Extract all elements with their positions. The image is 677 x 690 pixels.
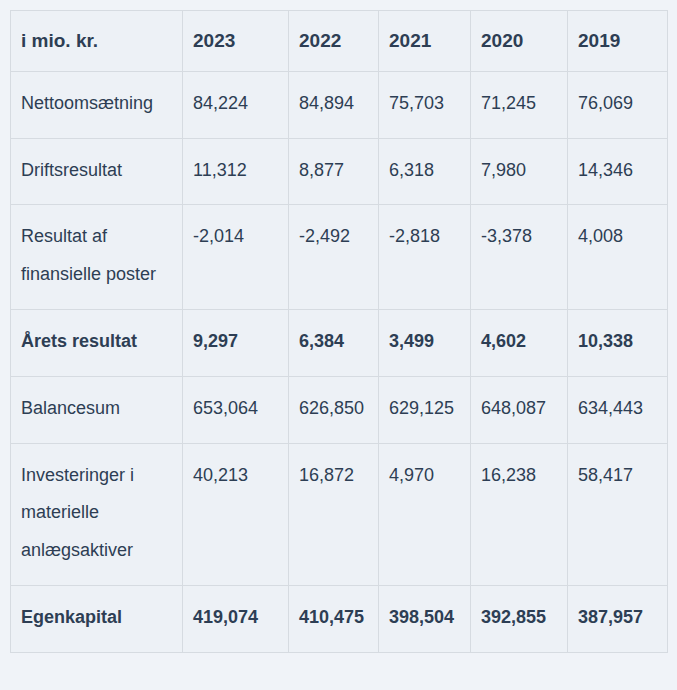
value-cell: 392,855 (471, 586, 568, 653)
table-row: Driftsresultat11,3128,8776,3187,98014,34… (11, 138, 668, 205)
value-cell: -3,378 (471, 205, 568, 310)
value-cell: 75,703 (379, 71, 471, 138)
value-cell: 6,318 (379, 138, 471, 205)
value-cell: 648,087 (471, 376, 568, 443)
row-label: Resultat af finansielle poster (11, 205, 183, 310)
row-label: Balancesum (11, 376, 183, 443)
column-header-year: 2021 (379, 11, 471, 72)
value-cell: -2,492 (289, 205, 379, 310)
value-cell: 387,957 (568, 586, 668, 653)
value-cell: 16,872 (289, 443, 379, 585)
value-cell: 629,125 (379, 376, 471, 443)
value-cell: 653,064 (183, 376, 289, 443)
value-cell: 76,069 (568, 71, 668, 138)
value-cell: -2,818 (379, 205, 471, 310)
value-cell: 9,297 (183, 310, 289, 377)
table-row: Årets resultat9,2976,3843,4994,60210,338 (11, 310, 668, 377)
value-cell: -2,014 (183, 205, 289, 310)
column-header-year: 2023 (183, 11, 289, 72)
value-cell: 6,384 (289, 310, 379, 377)
table-row: Nettoomsætning84,22484,89475,70371,24576… (11, 71, 668, 138)
value-cell: 16,238 (471, 443, 568, 585)
value-cell: 3,499 (379, 310, 471, 377)
table-row: Resultat af finansielle poster-2,014-2,4… (11, 205, 668, 310)
value-cell: 634,443 (568, 376, 668, 443)
column-header-year: 2019 (568, 11, 668, 72)
value-cell: 8,877 (289, 138, 379, 205)
value-cell: 14,346 (568, 138, 668, 205)
value-cell: 398,504 (379, 586, 471, 653)
value-cell: 84,894 (289, 71, 379, 138)
value-cell: 4,602 (471, 310, 568, 377)
value-cell: 40,213 (183, 443, 289, 585)
table-row: Investeringer i materielle anlægsaktiver… (11, 443, 668, 585)
value-cell: 84,224 (183, 71, 289, 138)
page: i mio. kr. 20232022202120202019 Nettooms… (0, 0, 677, 690)
header-row: i mio. kr. 20232022202120202019 (11, 11, 668, 72)
row-label: Driftsresultat (11, 138, 183, 205)
row-label: Årets resultat (11, 310, 183, 377)
value-cell: 7,980 (471, 138, 568, 205)
table-body: Nettoomsætning84,22484,89475,70371,24576… (11, 71, 668, 652)
table-row: Egenkapital419,074410,475398,504392,8553… (11, 586, 668, 653)
value-cell: 410,475 (289, 586, 379, 653)
value-cell: 10,338 (568, 310, 668, 377)
value-cell: 419,074 (183, 586, 289, 653)
financial-key-figures-table: i mio. kr. 20232022202120202019 Nettooms… (10, 10, 668, 653)
value-cell: 71,245 (471, 71, 568, 138)
column-header-year: 2022 (289, 11, 379, 72)
column-header-year: 2020 (471, 11, 568, 72)
value-cell: 11,312 (183, 138, 289, 205)
row-label: Egenkapital (11, 586, 183, 653)
value-cell: 58,417 (568, 443, 668, 585)
row-label: Nettoomsætning (11, 71, 183, 138)
table-row: Balancesum653,064626,850629,125648,08763… (11, 376, 668, 443)
unit-label: i mio. kr. (11, 11, 183, 72)
value-cell: 4,008 (568, 205, 668, 310)
row-label: Investeringer i materielle anlægsaktiver (11, 443, 183, 585)
value-cell: 4,970 (379, 443, 471, 585)
value-cell: 626,850 (289, 376, 379, 443)
